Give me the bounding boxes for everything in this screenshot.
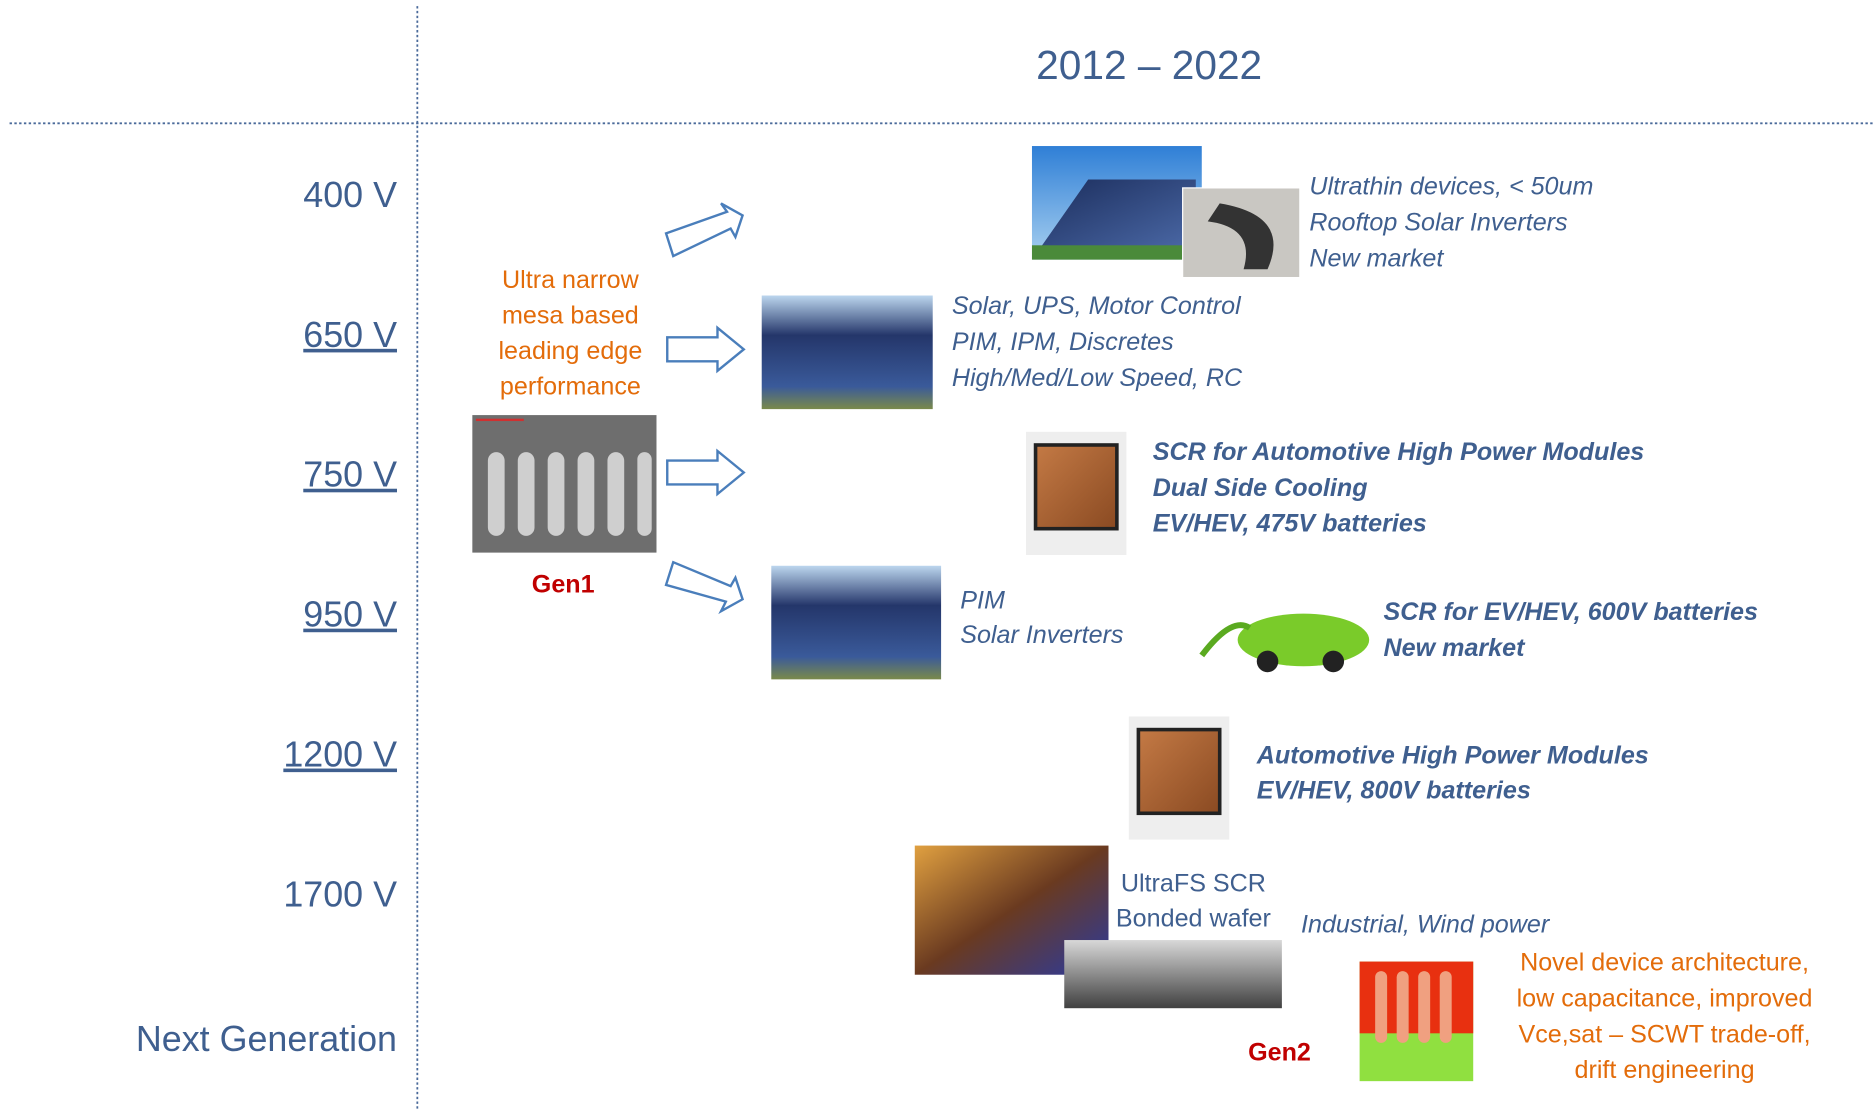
gen1-description: performance: [500, 372, 641, 400]
application-text: SCR for EV/HEV, 600V batteries: [1384, 598, 1759, 626]
voltage-label: 1700 V: [283, 874, 397, 914]
solar-field-image: [771, 565, 942, 680]
arrow: [664, 202, 745, 258]
application-text: PIM, IPM, Discretes: [952, 328, 1174, 356]
application-text: New market: [1309, 244, 1444, 272]
gen1-sem-image: [472, 415, 657, 553]
application-text: Dual Side Cooling: [1153, 474, 1368, 502]
application-text: Solar Inverters: [960, 621, 1124, 649]
voltage-label: 750 V: [303, 455, 397, 495]
application-text: Ultrathin devices, < 50um: [1309, 173, 1593, 201]
voltage-label: 950 V: [303, 595, 397, 635]
gen2-description: Novel device architecture,: [1520, 949, 1809, 977]
application-text: UltraFS SCR: [1121, 870, 1266, 898]
gen1-description: mesa based: [502, 301, 639, 329]
gen2-description: low capacitance, improved: [1517, 984, 1813, 1012]
application-text: High/Med/Low Speed, RC: [952, 364, 1243, 392]
gen2-description: drift engineering: [1575, 1056, 1755, 1084]
application-text: Automotive High Power Modules: [1256, 742, 1649, 770]
gen2-description: Vce,sat – SCWT trade-off,: [1518, 1020, 1810, 1048]
application-text: Solar, UPS, Motor Control: [952, 292, 1242, 320]
ev-car-image: [1199, 613, 1370, 673]
application-text: SCR for Automotive High Power Modules: [1153, 438, 1645, 466]
gen1-description: leading edge: [498, 337, 642, 365]
arrow: [666, 325, 746, 374]
solar-field-image: [761, 295, 933, 410]
application-text: Rooftop Solar Inverters: [1309, 208, 1568, 236]
application-text: EV/HEV, 800V batteries: [1257, 776, 1531, 804]
voltage-label: 650 V: [303, 315, 397, 355]
module-image: [1025, 431, 1127, 555]
arrow: [666, 448, 746, 497]
bonded-wafer-image: [1064, 940, 1282, 1009]
application-text: PIM: [960, 586, 1005, 614]
gen2-label: Gen2: [1248, 1038, 1311, 1066]
arrow: [664, 560, 745, 615]
voltage-label: Next Generation: [136, 1019, 397, 1059]
application-text: Bonded wafer: [1116, 904, 1271, 932]
title: 2012 – 2022: [1036, 42, 1262, 88]
voltage-label: 1200 V: [283, 735, 397, 775]
thin-wafer-image: [1182, 187, 1301, 279]
application-text: New market: [1384, 634, 1527, 662]
rooftop-image: [1031, 146, 1202, 260]
application-text: Industrial, Wind power: [1301, 910, 1551, 938]
gen2-simulation-image: [1359, 961, 1474, 1082]
voltage-label: 400 V: [303, 175, 397, 215]
application-text: EV/HEV, 475V batteries: [1153, 510, 1427, 538]
gen1-description: Ultra narrow: [502, 266, 640, 294]
gen1-label: Gen1: [532, 571, 595, 599]
module-image: [1128, 716, 1230, 840]
